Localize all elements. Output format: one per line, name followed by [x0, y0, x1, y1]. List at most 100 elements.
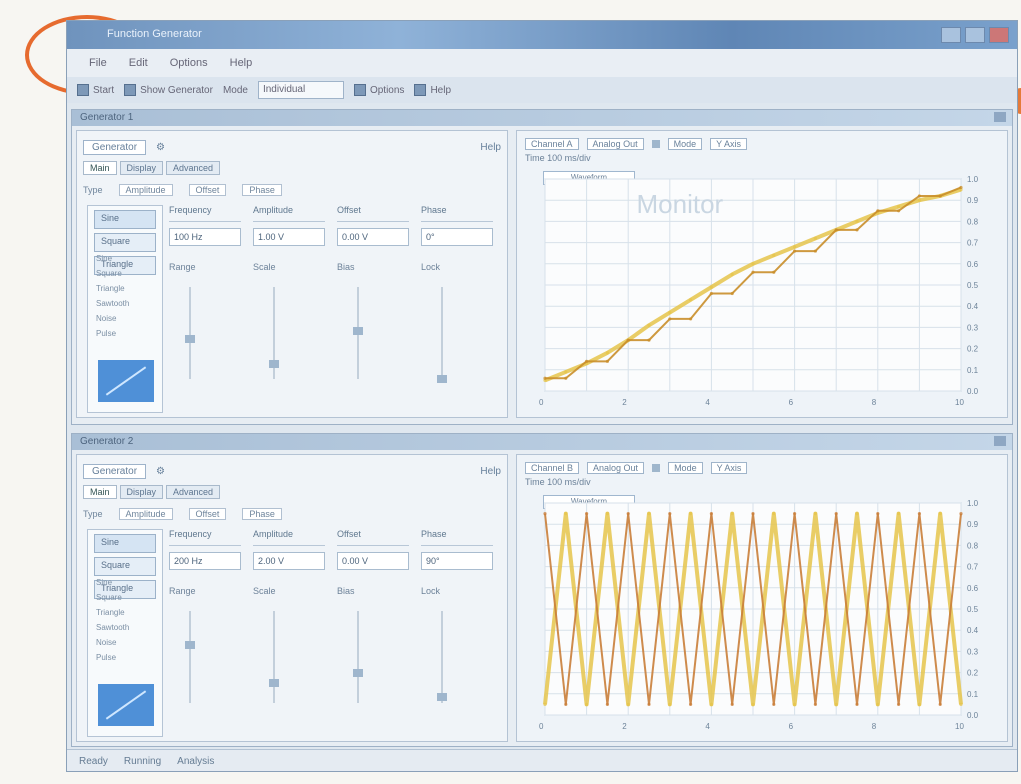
wave-button-square-2[interactable]: Square [94, 557, 156, 576]
minimize-button[interactable] [941, 27, 961, 43]
tab-display-2[interactable]: Display [119, 485, 164, 499]
yaxis-select-1[interactable]: Y Axis [710, 138, 747, 150]
wave-item-2-5[interactable]: Pulse [96, 653, 117, 662]
amplitude-control-2[interactable]: Amplitude [118, 508, 173, 520]
frequency-field-1[interactable]: 100 Hz [169, 228, 241, 246]
chart2-series-1-point-15 [855, 702, 859, 706]
options-button[interactable]: Options [353, 84, 404, 96]
generator-panel-2: Generator ⚙ Help Main Display Advanced T… [76, 454, 508, 742]
show-generator-button[interactable]: Show Generator [124, 84, 213, 96]
wave-preview-2 [98, 684, 154, 726]
wave-item-2-0[interactable]: Sine [96, 578, 113, 587]
chart1-series-0-point-6 [668, 310, 672, 315]
phase-field-1[interactable]: 0° [421, 228, 493, 246]
help-button[interactable]: Help [414, 84, 451, 96]
generator-pane-2: Generator 2 Generator ⚙ Help Main Displa… [71, 433, 1013, 747]
offset-sub-2: Bias [337, 586, 355, 596]
wave-item-2-1[interactable]: Square [96, 593, 122, 602]
frequency-slider-thumb-2[interactable] [185, 641, 195, 649]
yaxis-select-2[interactable]: Y Axis [710, 462, 748, 474]
tab-main-2[interactable]: Main [83, 485, 117, 499]
offset-slider-thumb-2[interactable] [353, 669, 363, 677]
amplitude-head-1: Amplitude [253, 205, 325, 222]
chart2-y-tick-4: 0.6 [967, 584, 979, 593]
pane-header-1: Generator 1 [72, 110, 1012, 126]
amplitude-field-2[interactable]: 2.00 V [253, 552, 325, 570]
channel-select-1[interactable]: Channel A [525, 138, 579, 150]
frequency-slider-thumb-1[interactable] [185, 335, 195, 343]
frequency-head-1: Frequency [169, 205, 241, 222]
wave-item-1-5[interactable]: Pulse [96, 329, 117, 338]
wave-item-2-2[interactable]: Triangle [96, 608, 125, 617]
wave-list-1: Sine Square Triangle Sawtooth Noise Puls… [96, 254, 152, 344]
chart-1: Monitor 1.0 0.9 0.8 0.7 0.6 0.5 0.4 0.3 0.2 0.1 0.0… [539, 175, 979, 407]
offset-field-2[interactable]: 0.00 V [337, 552, 409, 570]
chart2-y-tick-6: 0.4 [967, 626, 979, 635]
chart2-x-tick-5: 10 [955, 722, 964, 731]
phase-slider-thumb-2[interactable] [437, 693, 447, 701]
tab-advanced-2[interactable]: Advanced [166, 485, 221, 499]
offset-control-2[interactable]: Offset [188, 508, 227, 520]
phase-control-2[interactable]: Phase [242, 508, 282, 520]
frequency-field-2[interactable]: 200 Hz [169, 552, 241, 570]
wave-item-1-3[interactable]: Sawtooth [96, 299, 130, 308]
plot-mode-icon-2 [652, 464, 661, 472]
wave-item-1-2[interactable]: Triangle [96, 284, 125, 293]
amplitude-field-1[interactable]: 1.00 V [253, 228, 325, 246]
generator-icon-2: ⚙ [156, 465, 165, 477]
chart1-series-1-point-2 [585, 359, 589, 363]
pane-close-button-1[interactable] [994, 112, 1006, 122]
type-label-2: Type [83, 509, 103, 519]
menu-help[interactable]: Help [229, 57, 253, 69]
tab-display-1[interactable]: Display [119, 161, 164, 175]
phase-field-2[interactable]: 90° [421, 552, 493, 570]
menu-options[interactable]: Options [169, 57, 208, 69]
chart2-y-tick-10: 0.0 [967, 711, 979, 720]
chart2-series-1-point-3 [605, 702, 609, 706]
menu-edit[interactable]: Edit [128, 57, 148, 69]
offset-field-1[interactable]: 0.00 V [337, 228, 409, 246]
plot-panel-2: Channel B Analog Out Mode Y Axis Time 10… [516, 454, 1008, 742]
generator-panel-1: Generator ⚙ Help Main Display Advanced T… [76, 130, 508, 418]
wave-item-1-0[interactable]: Sine [96, 254, 113, 263]
channel-select-2[interactable]: Channel B [525, 462, 580, 474]
chart1-series-0-point-5 [647, 323, 651, 327]
menu-file[interactable]: File [89, 57, 107, 69]
phase-control-1[interactable]: Phase [242, 184, 282, 196]
title-bar: Function Generator [67, 21, 1017, 49]
tab-advanced-1[interactable]: Advanced [166, 161, 221, 175]
wave-item-2-3[interactable]: Sawtooth [96, 623, 130, 632]
wave-button-sine-1[interactable]: Sine [94, 210, 156, 229]
close-button[interactable] [989, 27, 1009, 43]
wave-button-square-1[interactable]: Square [94, 233, 156, 252]
tab-main-1[interactable]: Main [83, 161, 117, 175]
start-button[interactable]: Start [77, 84, 114, 96]
amplitude-slider-thumb-1[interactable] [269, 360, 279, 368]
amplitude-slider-thumb-2[interactable] [269, 679, 279, 687]
wave-button-triangle-1[interactable]: Triangle [94, 256, 156, 275]
offset-control-1[interactable]: Offset [188, 184, 227, 196]
mode-select-1[interactable]: Mode [667, 138, 703, 150]
amplitude-control-1[interactable]: Amplitude [118, 184, 173, 196]
chart2-series-0-point-2 [585, 702, 589, 706]
offset-slider-thumb-1[interactable] [353, 327, 363, 335]
wave-button-sine-2[interactable]: Sine [94, 534, 156, 553]
wave-item-2-4[interactable]: Noise [96, 638, 117, 647]
wave-item-1-1[interactable]: Square [96, 269, 122, 278]
chart2-series-0-point-3 [605, 512, 609, 516]
wave-item-1-4[interactable]: Noise [96, 314, 117, 323]
status-running: Running [123, 756, 162, 767]
chart1-x-tick-0: 0 [539, 398, 544, 407]
mode-select[interactable]: Individual [257, 81, 344, 99]
maximize-button[interactable] [965, 27, 985, 43]
chart2-series-0-point-14 [834, 702, 838, 706]
output-select-1[interactable]: Analog Out [586, 138, 644, 150]
mode-select-2[interactable]: Mode [668, 462, 703, 474]
pane-close-button-2[interactable] [994, 436, 1006, 446]
chart1-series-1-point-10 [751, 270, 755, 274]
wave-button-triangle-2[interactable]: Triangle [94, 580, 156, 599]
phase-slider-thumb-1[interactable] [437, 375, 447, 383]
chart2-y-tick-7: 0.3 [967, 647, 979, 656]
output-select-2[interactable]: Analog Out [587, 462, 645, 474]
frequency-slider-track-1 [189, 287, 191, 379]
